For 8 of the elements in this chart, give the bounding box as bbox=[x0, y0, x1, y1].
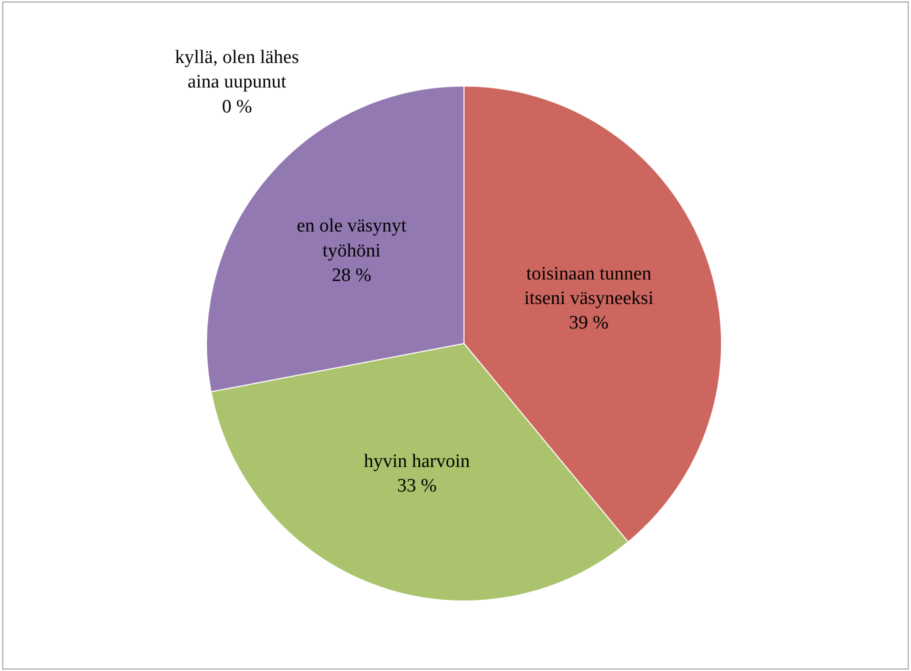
category-label: kyllä, olen lähes aina uupunut bbox=[175, 47, 299, 93]
slice-label: toisinaan tunnen itseni väsyneeksi bbox=[524, 263, 654, 310]
slice-label: en ole väsynyt työhöni bbox=[296, 216, 408, 262]
text: 0 % bbox=[222, 96, 252, 118]
data-label: 33 % bbox=[397, 476, 437, 497]
data-label: 39 % bbox=[569, 312, 609, 334]
data-label: 28 % bbox=[332, 264, 372, 286]
slice-label: hyvin harvoin bbox=[364, 450, 470, 472]
